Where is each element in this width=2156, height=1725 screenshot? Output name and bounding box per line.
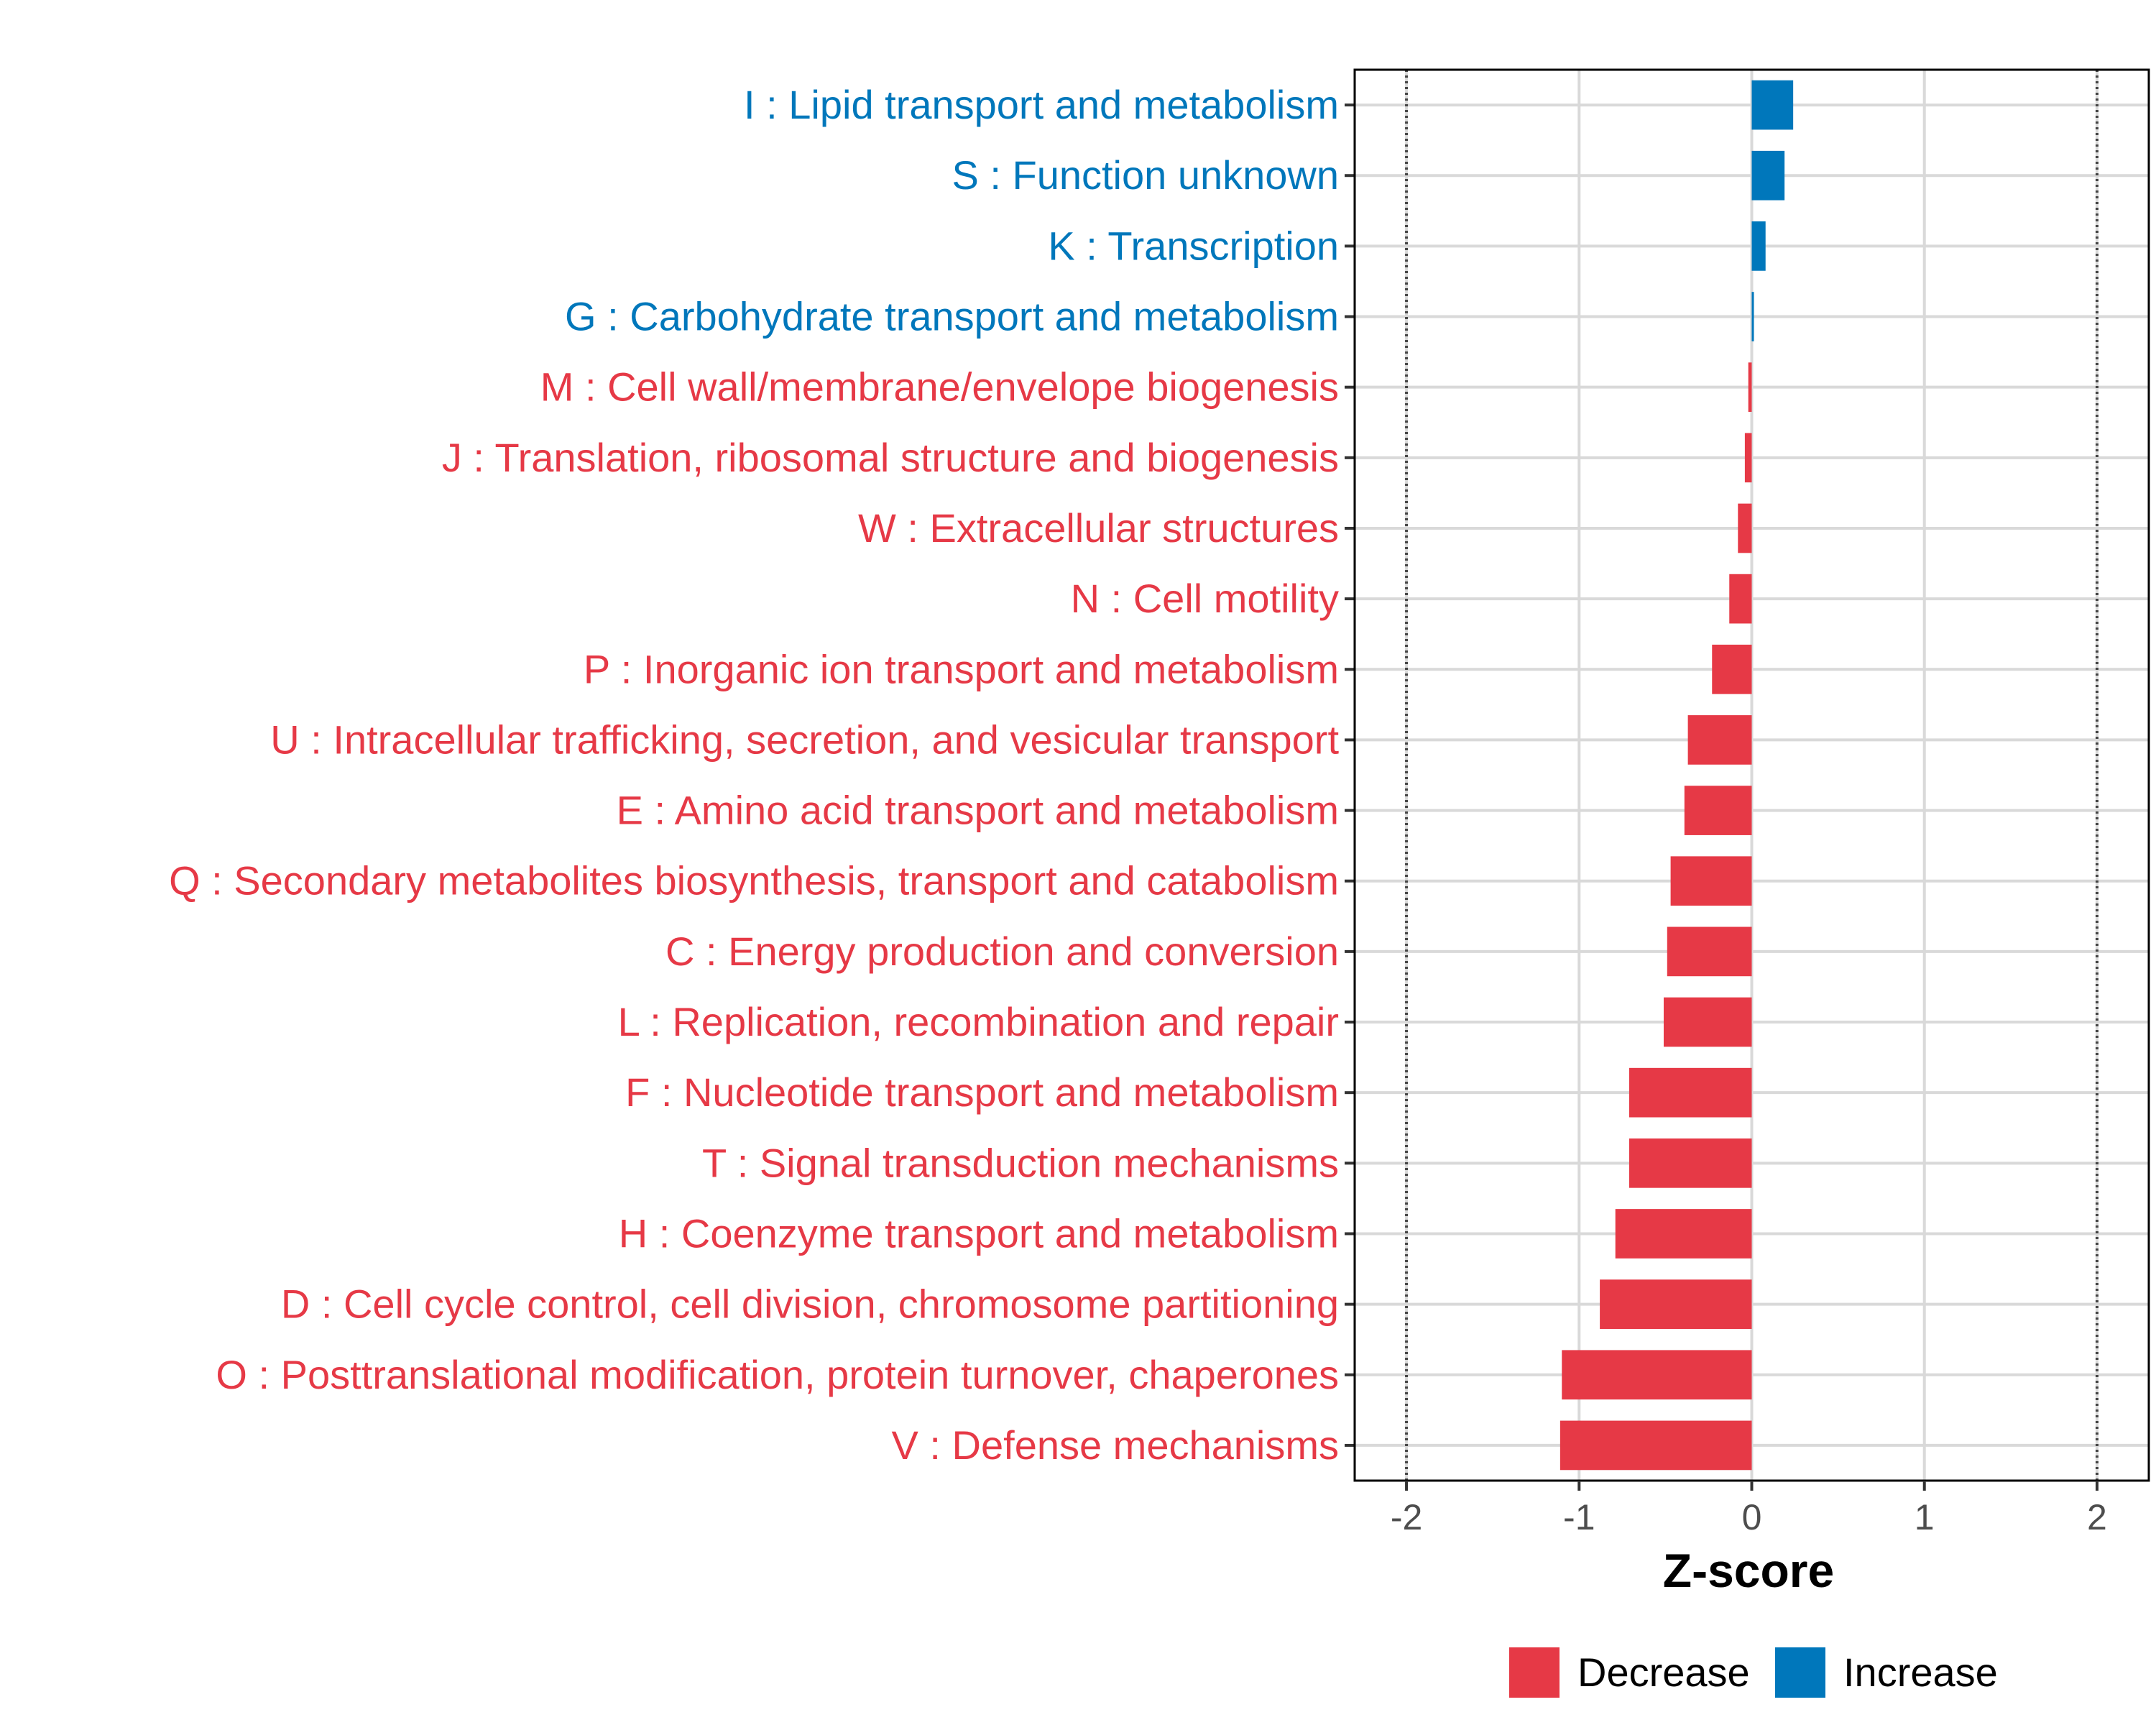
bar	[1600, 1279, 1752, 1329]
bar	[1667, 926, 1752, 977]
category-label: M : Cell wall/membrane/envelope biogenes…	[540, 364, 1339, 410]
bar	[1670, 856, 1752, 906]
category-label: L : Replication, recombination and repai…	[618, 999, 1339, 1044]
bar	[1628, 1138, 1752, 1188]
x-tick-label: 2	[2087, 1497, 2107, 1537]
category-label: P : Inorganic ion transport and metaboli…	[584, 646, 1339, 691]
category-label: J : Translation, ribosomal structure and…	[442, 435, 1339, 480]
bar	[1562, 1350, 1752, 1400]
category-label: N : Cell motility	[1071, 576, 1339, 621]
bar	[1729, 574, 1752, 624]
bar	[1712, 644, 1752, 694]
bar	[1751, 292, 1754, 341]
x-axis: -2 -1 0 1 2	[1345, 68, 2150, 1537]
bar	[1684, 786, 1752, 835]
legend-label-decrease: Decrease	[1577, 1650, 1750, 1695]
bar	[1687, 715, 1752, 765]
bar	[1628, 1067, 1752, 1118]
category-label: C : Energy production and conversion	[665, 929, 1339, 974]
legend-label-increase: Increase	[1843, 1650, 1998, 1695]
bar	[1748, 362, 1752, 413]
bar	[1744, 433, 1752, 483]
bar	[1615, 1209, 1752, 1259]
bar	[1560, 1420, 1752, 1471]
category-label: H : Coenzyme transport and metabolism	[619, 1210, 1339, 1256]
category-label: E : Amino acid transport and metabolism	[617, 788, 1339, 833]
legend-key-increase	[1775, 1647, 1825, 1698]
category-labels: I : Lipid transport and metabolism S : Fu…	[169, 82, 1339, 1468]
category-label: S : Function unknown	[952, 152, 1339, 198]
bar	[1663, 997, 1752, 1047]
category-label: O : Posttranslational modification, prot…	[216, 1352, 1339, 1397]
category-label: D : Cell cycle control, cell division, c…	[281, 1282, 1339, 1327]
x-tick-label: 1	[1915, 1497, 1935, 1537]
category-label: K : Transcription	[1048, 223, 1339, 268]
legend-key-decrease	[1509, 1647, 1560, 1698]
category-label: F : Nucleotide transport and metabolism	[625, 1070, 1339, 1115]
grid-layer	[1355, 70, 2149, 1481]
category-label: T : Signal transduction mechanisms	[702, 1140, 1339, 1185]
bar	[1738, 503, 1752, 553]
bar	[1751, 150, 1785, 201]
bar	[1751, 221, 1766, 271]
x-tick-label: -1	[1563, 1497, 1595, 1537]
category-label: Q : Secondary metabolites biosynthesis, …	[169, 858, 1339, 903]
category-label: I : Lipid transport and metabolism	[744, 82, 1339, 127]
x-tick-label: 0	[1742, 1497, 1762, 1537]
category-label: W : Extracellular structures	[858, 505, 1339, 551]
x-axis-title: Z-score	[1663, 1544, 1834, 1597]
category-label: V : Defense mechanisms	[892, 1422, 1339, 1468]
x-tick-label: -2	[1391, 1497, 1422, 1537]
category-label: G : Carbohydrate transport and metabolis…	[565, 294, 1339, 339]
bar-layer	[1560, 80, 1794, 1471]
legend: Decrease Increase	[1509, 1647, 1998, 1698]
bar	[1751, 80, 1794, 130]
category-label: U : Intracellular trafficking, secretion…	[270, 717, 1339, 762]
